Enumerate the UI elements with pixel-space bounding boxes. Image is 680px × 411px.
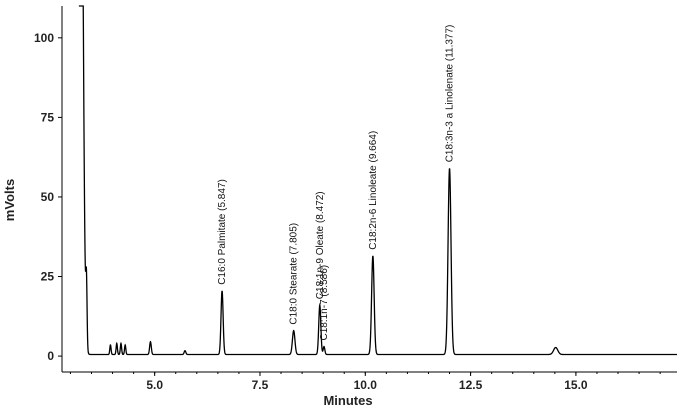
chromatogram-trace (78, 5, 677, 356)
y-tick-label: 0 (47, 349, 54, 363)
x-tick-label: 5.0 (146, 378, 163, 392)
peak-label: C18:1n-9 Oleate (8.472) (315, 191, 326, 299)
x-tick-label: 12.5 (459, 378, 483, 392)
y-tick-label: 100 (34, 31, 54, 45)
x-tick-label: 15.0 (564, 378, 588, 392)
x-axis-ticks: 5.0 7.5 10.0 12.5 15.0 (69, 372, 661, 392)
y-tick-label: 50 (41, 190, 55, 204)
peak-labels: C16:0 Palmitate (5.847) C18:0 Stearate (7… (217, 25, 455, 341)
peak-label: C16:0 Palmitate (5.847) (217, 179, 228, 285)
x-tick-label: 7.5 (252, 378, 269, 392)
peak-label: C18:3n-3 a Linolenate (11.377) (445, 25, 456, 163)
peak-label: C18:2n-6 Linoleate (9.664) (368, 131, 379, 250)
y-axis-ticks: 0 25 50 75 100 (34, 31, 62, 363)
x-tick-label: 10.0 (354, 378, 378, 392)
peak-label: C18:1n-7 (8.586) (319, 265, 330, 341)
y-axis-title: mVolts (2, 179, 17, 221)
y-tick-label: 25 (41, 270, 55, 284)
y-tick-label: 75 (41, 110, 55, 124)
x-axis-title: Minutes (323, 393, 372, 408)
peak-label: C18:0 Stearate (7.805) (289, 223, 300, 325)
